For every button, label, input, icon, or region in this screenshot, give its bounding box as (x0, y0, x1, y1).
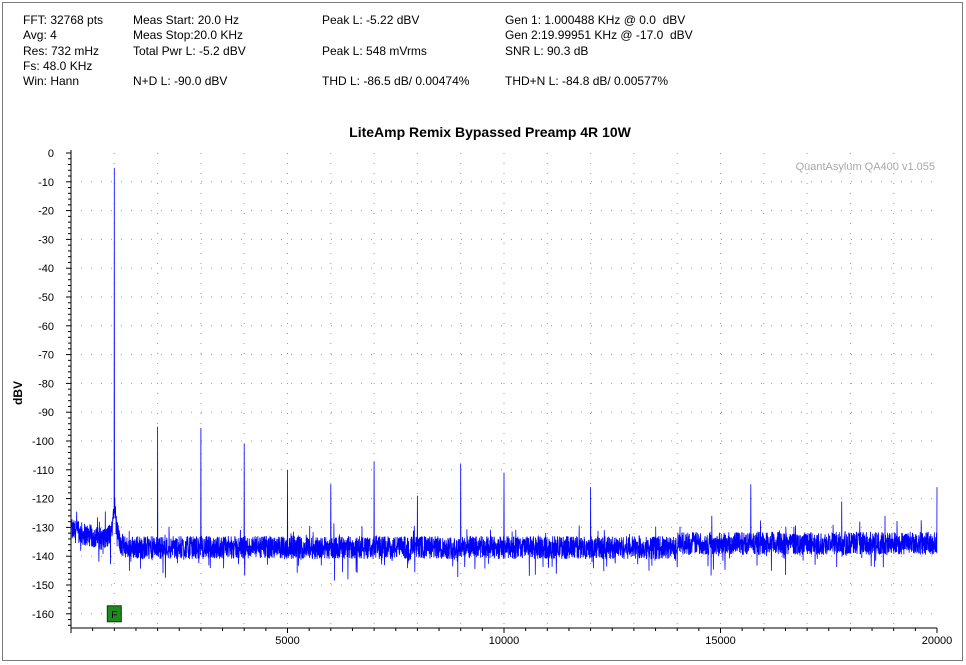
y-tick-label: -150 (32, 580, 54, 592)
x-tick-label: 15000 (705, 635, 736, 647)
stat-meas-stop: Meas Stop:20.0 KHz (133, 28, 244, 42)
y-tick-label: -80 (38, 378, 54, 390)
y-tick-label: -130 (32, 522, 54, 534)
stat-fs: Fs: 48.0 KHz (23, 59, 93, 73)
stat-gen2: Gen 2:19.99951 KHz @ -17.0 dBV (505, 28, 693, 42)
y-tick-label: -30 (38, 234, 54, 246)
y-tick-label: -20 (38, 206, 54, 218)
stat-gen1: Gen 1: 1.000488 KHz @ 0.0 dBV (505, 13, 686, 27)
y-tick-label: -50 (38, 292, 54, 304)
y-tick-label: -90 (38, 407, 54, 419)
y-tick-label: -60 (38, 321, 54, 333)
stat-thdn: THD+N L: -84.8 dB/ 0.00577% (505, 74, 669, 88)
x-tick-label: 5000 (275, 635, 299, 647)
fundamental-marker (106, 605, 122, 623)
y-tick-label: 0 (48, 148, 54, 160)
axes: 0 -10 -20 -30 -40 -50 -60 -70 -80 -90 -100 -110 -120… (32, 148, 952, 647)
stat-peak-mv: Peak L: 548 mVrms (322, 44, 427, 58)
chart-title: LiteAmp Remix Bypassed Preamp 4R 10W (349, 124, 631, 140)
x-tick-label: 20000 (922, 635, 953, 647)
watermark: QuantAsylum QA400 v1.055 (796, 161, 935, 173)
stat-win: Win: Hann (23, 74, 80, 88)
y-tick-label: -110 (33, 465, 54, 477)
stat-n-plus-d: N+D L: -90.0 dBV (133, 74, 228, 88)
stat-meas-start: Meas Start: 20.0 Hz (133, 13, 240, 27)
marker-group: F (106, 605, 122, 623)
y-tick-label: -70 (38, 350, 54, 362)
x-tick-label: 10000 (489, 635, 520, 647)
fundamental-marker-label: F (111, 610, 117, 621)
stat-total-pwr: Total Pwr L: -5.2 dBV (133, 44, 246, 58)
y-axis-label: dBV (11, 381, 25, 405)
stat-thd: THD L: -86.5 dB/ 0.00474% (322, 74, 470, 88)
y-tick-label: -160 (32, 609, 54, 621)
spectrum-trace-group (71, 167, 938, 581)
stat-avg: Avg: 4 (23, 28, 57, 42)
y-tick-label: -10 (38, 177, 54, 189)
stat-res: Res: 732 mHz (23, 44, 100, 58)
y-tick-label: -120 (32, 494, 54, 506)
stat-fft: FFT: 32768 pts (23, 13, 104, 27)
y-tick-label: -140 (32, 551, 54, 563)
y-tick-label: -100 (32, 436, 54, 448)
stat-peak-dbv: Peak L: -5.22 dBV (322, 13, 420, 27)
stat-snr: SNR L: 90.3 dB (505, 44, 589, 58)
spectrum-trace (71, 167, 938, 581)
y-tick-label: -40 (38, 263, 54, 275)
